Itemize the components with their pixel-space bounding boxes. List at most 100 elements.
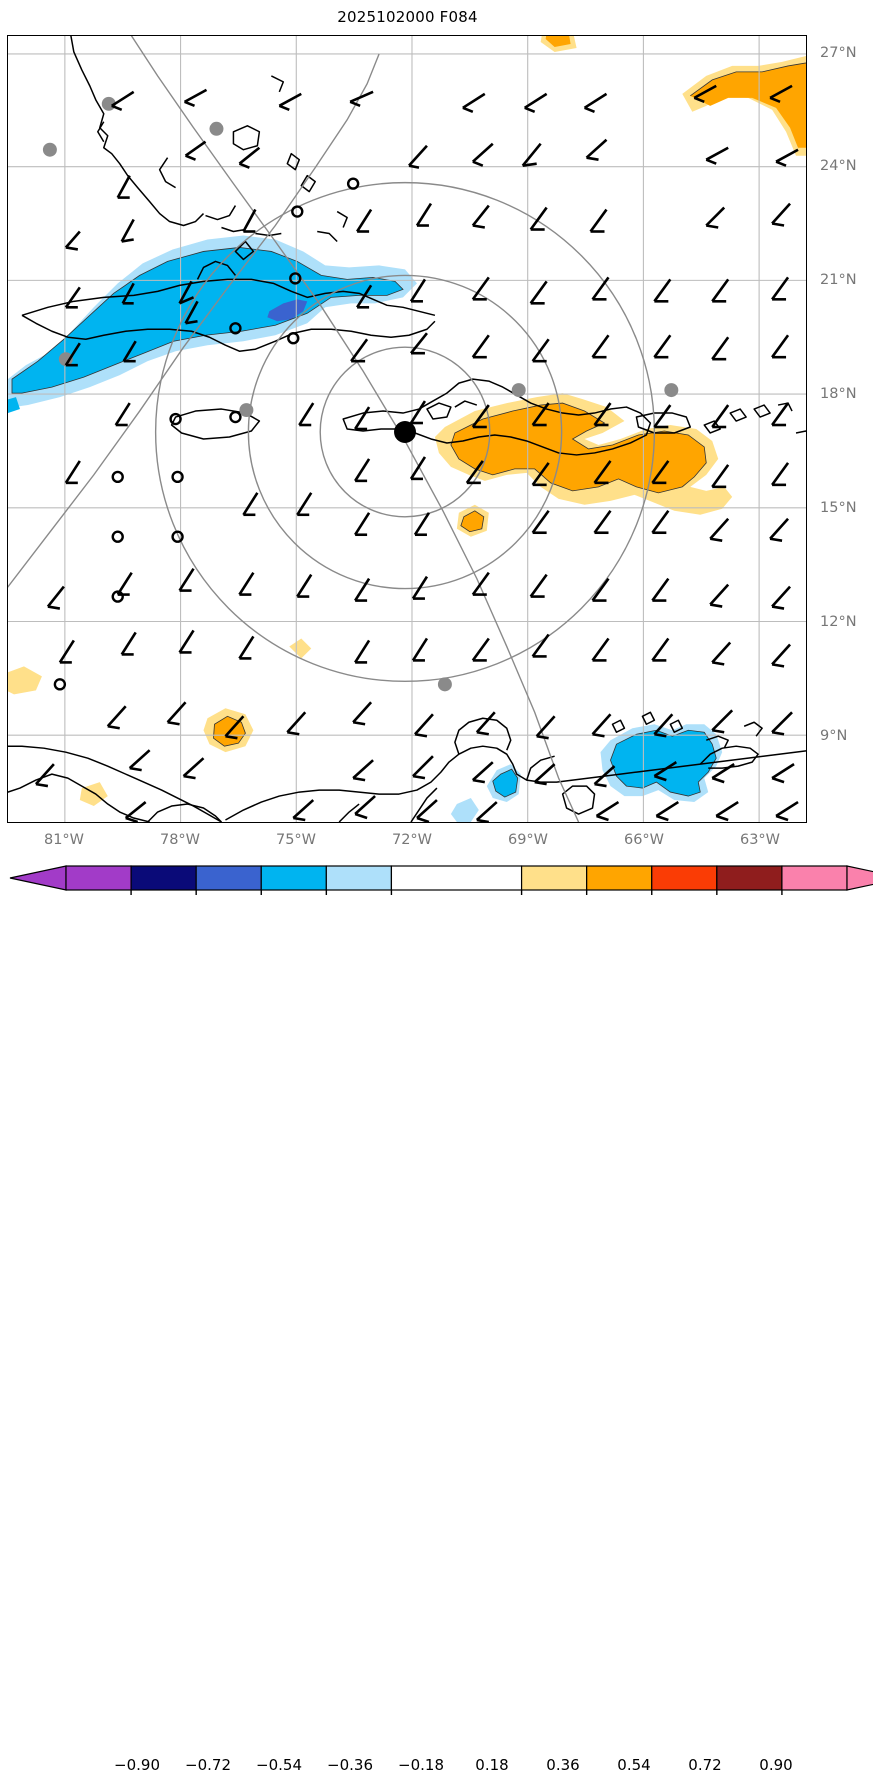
wind-barb <box>64 286 81 309</box>
storm-overlay <box>8 36 679 822</box>
wind-barb <box>591 577 610 602</box>
wind-barb <box>471 276 490 301</box>
wind-barb <box>471 204 490 229</box>
wind-barb <box>531 402 550 427</box>
wind-barb <box>591 637 610 662</box>
shaded-region-west-edge-blue <box>8 397 20 414</box>
wind-barb <box>182 757 205 780</box>
wind-barb <box>591 276 610 301</box>
wind-barb <box>595 800 620 822</box>
wind-barb <box>471 404 490 429</box>
lon-tick-label: 72°W <box>391 832 433 848</box>
wind-barb <box>64 460 81 485</box>
wind-barb <box>120 218 135 243</box>
wind-barb <box>531 462 550 487</box>
range-ring-outer <box>154 181 656 683</box>
track-points <box>42 96 679 692</box>
shaded-region-ne-main <box>690 62 806 148</box>
colorbar-tick-label: −0.18 <box>398 1756 444 1774</box>
wind-barb <box>655 800 680 822</box>
calm-wind-markers <box>53 177 360 691</box>
wind-barb <box>114 402 131 427</box>
storm-center-marker[interactable] <box>394 421 416 443</box>
lat-tick-label: 18°N <box>820 386 857 402</box>
wind-barb <box>771 202 792 227</box>
wind-barb <box>178 280 195 305</box>
wind-barb <box>711 763 735 784</box>
wind-barb <box>178 567 195 592</box>
contour-outlines <box>11 62 806 798</box>
colorbar[interactable]: −0.90 −0.72 −0.54 −0.36 −0.18 0.18 0.36 … <box>0 862 873 1774</box>
wind-barb <box>352 701 373 726</box>
wind-barb <box>535 715 556 740</box>
wind-barb <box>651 460 670 485</box>
wind-barb <box>709 583 730 608</box>
wind-barb <box>354 577 371 602</box>
lat-tick-label: 9°N <box>820 728 848 744</box>
wind-barb <box>349 90 374 108</box>
wind-barb <box>354 406 371 431</box>
map-canvas <box>8 36 806 822</box>
map-plot-area[interactable] <box>7 35 807 823</box>
wind-barb <box>711 278 730 303</box>
lon-tick-label: 63°W <box>739 832 781 848</box>
colorbar-tick-label: −0.72 <box>185 1756 231 1774</box>
colorbar-tick-label: 0.54 <box>617 1756 651 1774</box>
wind-barb <box>529 573 548 598</box>
wind-barb <box>415 202 433 227</box>
shaded-anomaly-regions <box>8 36 806 822</box>
wind-barb <box>238 571 255 596</box>
wind-barb <box>711 336 730 361</box>
wind-barb <box>653 278 672 303</box>
wind-barb <box>354 639 371 664</box>
chart-title: 2025102000 F084 <box>337 8 478 26</box>
wind-barb <box>286 711 307 736</box>
wind-barb <box>693 84 717 104</box>
wind-barb <box>593 765 616 788</box>
wind-barb <box>711 709 734 734</box>
shaded-region-hispaniola-lobe-main <box>460 510 484 532</box>
wind-barb <box>64 342 81 367</box>
wind-barb <box>591 713 612 738</box>
wind-barb <box>771 763 795 784</box>
wind-barb <box>771 643 792 668</box>
wind-barb <box>409 332 428 355</box>
wind-barb <box>771 462 790 487</box>
wind-barb <box>705 146 729 165</box>
storm-track-line <box>8 36 580 822</box>
colorbar-tick-label: 0.36 <box>546 1756 580 1774</box>
wind-barb <box>533 763 556 786</box>
wind-barb <box>356 208 373 233</box>
wind-barb <box>184 140 207 161</box>
lat-tick-label: 12°N <box>820 614 857 630</box>
wind-barb <box>409 456 427 481</box>
wind-barb <box>409 400 427 425</box>
wind-barb <box>589 208 608 233</box>
wind-barb <box>583 92 608 114</box>
shaded-region-panama-spur-fringe <box>450 798 479 822</box>
wind-barb <box>653 761 678 782</box>
wind-barb <box>296 492 313 517</box>
wind-barb <box>58 639 75 664</box>
wind-barb <box>242 492 259 517</box>
wind-barb <box>771 334 790 359</box>
wind-barb <box>593 460 612 485</box>
shaded-region-bottom-yellow <box>79 782 108 807</box>
wind-barb <box>471 142 494 167</box>
wind-barb <box>411 637 429 662</box>
wind-barb <box>120 631 137 656</box>
wind-barb <box>711 641 732 666</box>
wind-barb <box>242 208 257 233</box>
wind-barb <box>183 88 208 108</box>
wind-barb <box>356 284 373 309</box>
wind-barb <box>178 629 195 654</box>
lon-tick-label: 75°W <box>275 832 317 848</box>
wind-barb <box>709 517 730 542</box>
wind-barb <box>585 138 608 161</box>
wind-barb <box>529 280 548 305</box>
wind-barb <box>521 142 542 167</box>
colorbar-tick-label: 0.72 <box>688 1756 722 1774</box>
colorbar-swatches <box>9 865 873 895</box>
wind-barb <box>769 517 790 542</box>
wind-barb <box>350 338 369 363</box>
